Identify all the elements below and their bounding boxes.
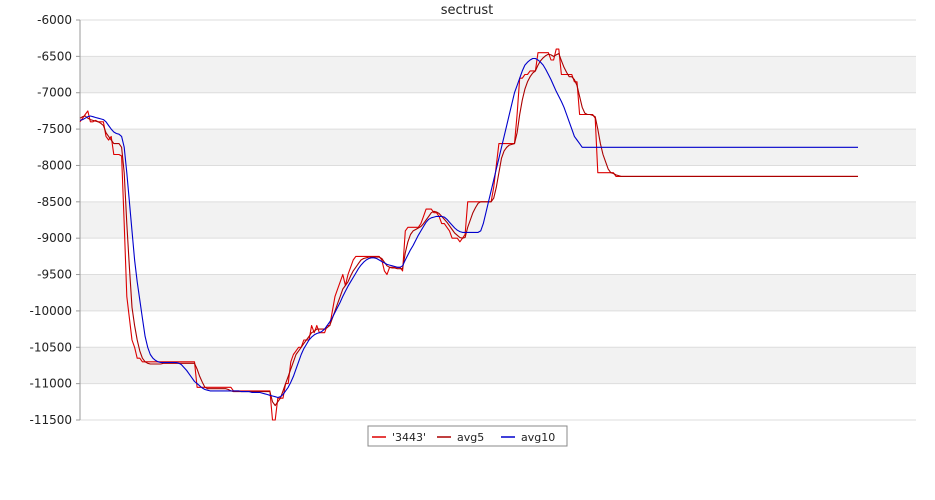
legend-label: '3443' — [392, 431, 426, 444]
grid-band — [80, 383, 916, 420]
grid-band — [80, 20, 916, 57]
axes: -6000 -6500 -7000 -7500 -8000 -8500 -9000 -9500… — [29, 13, 81, 427]
legend-label: avg5 — [457, 431, 484, 444]
y-tick-label: -8000 — [37, 158, 72, 172]
y-tick-label: -6000 — [37, 13, 72, 27]
grid-bands — [80, 19, 916, 421]
y-tick-label: -11000 — [29, 377, 72, 391]
chart-title: sectrust — [441, 3, 493, 18]
y-tick-label: -8500 — [37, 195, 72, 209]
y-tick-label: -7500 — [37, 122, 72, 136]
y-tick-label: -11500 — [29, 413, 72, 427]
y-tick-label: -10500 — [29, 340, 72, 354]
series-line-2 — [79, 57, 858, 399]
grid-band — [80, 201, 916, 239]
legend: '3443' avg5 avg10 — [367, 425, 568, 447]
y-tick-label: -9000 — [37, 231, 72, 245]
grid-band — [80, 56, 916, 93]
y-tick-label: -6500 — [37, 49, 72, 63]
grid-band — [80, 274, 916, 311]
grid-band — [80, 347, 916, 384]
y-tick-label: -9500 — [37, 268, 72, 282]
grid-band — [80, 92, 916, 130]
y-tick-label: -7000 — [37, 86, 72, 100]
legend-box — [367, 425, 568, 447]
series-line-1 — [79, 52, 858, 407]
legend-label: avg10 — [521, 431, 555, 444]
series-lines — [79, 48, 858, 421]
grid-band — [80, 238, 916, 275]
grid-band — [80, 165, 916, 202]
grid-band — [80, 310, 916, 348]
y-tick-label: -10000 — [29, 304, 72, 318]
